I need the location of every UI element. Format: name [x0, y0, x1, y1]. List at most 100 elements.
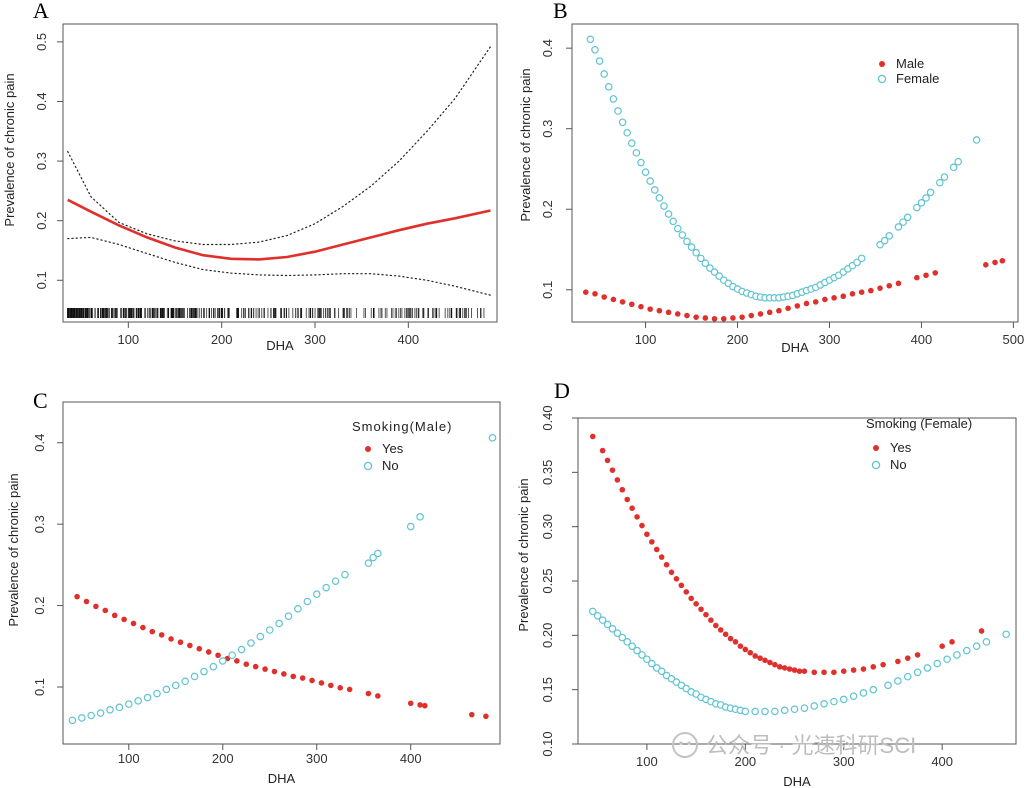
- point-female: [692, 248, 700, 257]
- point-female: [696, 254, 705, 263]
- point-male: [776, 307, 782, 314]
- point-female: [623, 128, 631, 137]
- point-male: [647, 306, 653, 312]
- point-no: [115, 703, 124, 712]
- point-no: [913, 668, 922, 677]
- point-yes: [483, 713, 489, 720]
- point-yes: [407, 700, 414, 707]
- x-axis-title: DHA: [266, 338, 294, 353]
- y-tick-label: 0.20: [540, 623, 555, 648]
- chart-panel-b: B 100 200 300 400 500 0.1 0.2 0.3 0.4 DHA Prevalenc…: [518, 0, 1024, 355]
- point-no: [761, 707, 769, 716]
- legend-label-no: No: [382, 458, 399, 473]
- chart-panel-d: D 100 200 300 400 0.10 0.15 0.20 0.25 0.30 0.35 0.4…: [516, 378, 1017, 788]
- point-female: [903, 213, 912, 222]
- point-male: [831, 295, 837, 301]
- point-no: [780, 706, 789, 715]
- legend-label-yes: Yes: [382, 441, 404, 456]
- x-axis-title: DHA: [268, 771, 296, 786]
- point-yes: [252, 663, 259, 670]
- point-yes: [205, 649, 212, 655]
- point-no: [162, 685, 171, 694]
- point-male: [794, 303, 801, 309]
- legend-label-male: Male: [896, 56, 924, 71]
- wechat-icon-dot: [687, 741, 691, 745]
- point-male: [582, 289, 589, 296]
- y-tick-label: 0.5: [34, 33, 49, 51]
- point-no: [209, 662, 218, 671]
- legend-marker: [871, 460, 881, 470]
- point-yes: [791, 667, 798, 673]
- point-no: [275, 619, 283, 628]
- x-tick-label: 400: [400, 751, 422, 766]
- point-female: [673, 224, 682, 233]
- point-no: [284, 612, 293, 620]
- point-no: [903, 672, 912, 681]
- y-axis-title: Prevalence of chronic pain: [516, 478, 531, 631]
- point-no: [228, 651, 236, 660]
- point-yes: [712, 622, 719, 629]
- point-male: [702, 315, 709, 321]
- point-yes: [752, 653, 758, 659]
- point-yes: [673, 576, 680, 582]
- point-female: [632, 149, 641, 157]
- point-male: [803, 300, 810, 307]
- point-no: [416, 513, 424, 521]
- point-no: [972, 642, 981, 651]
- legend-marker: [365, 446, 371, 452]
- point-yes: [914, 652, 921, 658]
- point-yes: [243, 661, 250, 667]
- point-no: [751, 707, 759, 716]
- point-yes: [639, 522, 645, 529]
- point-male: [923, 272, 929, 279]
- x-tick-label: 400: [397, 332, 419, 347]
- point-no: [1002, 630, 1010, 639]
- point-yes: [196, 645, 203, 652]
- point-no: [628, 642, 636, 651]
- point-yes: [722, 631, 729, 638]
- rug-marks: [67, 308, 485, 318]
- watermark: 公众号 · 光速科研SCI: [672, 732, 916, 758]
- point-yes: [365, 690, 372, 697]
- y-tick-label: 0.2: [32, 597, 47, 615]
- x-tick-label: 200: [212, 751, 234, 766]
- point-female: [853, 258, 861, 267]
- point-yes: [717, 627, 724, 633]
- point-male: [858, 289, 865, 296]
- point-no: [884, 681, 892, 690]
- point-male: [619, 299, 626, 305]
- point-yes: [589, 433, 596, 440]
- point-male: [711, 315, 718, 322]
- point-no: [96, 709, 105, 717]
- point-no: [894, 677, 902, 685]
- x-axis-title: DHA: [783, 774, 811, 788]
- point-yes: [74, 593, 80, 600]
- point-yes: [895, 658, 901, 665]
- point-no: [218, 657, 227, 665]
- point-female: [586, 35, 595, 44]
- point-female: [660, 202, 668, 210]
- x-tick-label: 100: [635, 332, 657, 347]
- legend-marker: [879, 61, 885, 67]
- y-tick-label: 0.3: [32, 515, 47, 533]
- point-male: [684, 312, 690, 319]
- point-no: [790, 705, 799, 714]
- plot-area: [67, 46, 492, 296]
- point-yes: [747, 649, 754, 656]
- point-no: [962, 646, 971, 655]
- point-yes: [939, 643, 945, 649]
- point-yes: [801, 668, 808, 674]
- point-female: [917, 199, 926, 207]
- point-no: [741, 707, 750, 716]
- point-female: [701, 259, 710, 268]
- point-male: [693, 314, 699, 320]
- point-no: [237, 645, 246, 654]
- point-yes: [83, 598, 90, 605]
- legend-marker: [363, 461, 373, 471]
- point-yes: [840, 668, 847, 674]
- point-yes: [821, 669, 827, 676]
- y-tick-label: 0.10: [540, 731, 555, 756]
- point-no: [771, 707, 779, 716]
- point-female: [678, 231, 687, 239]
- point-yes: [732, 639, 739, 645]
